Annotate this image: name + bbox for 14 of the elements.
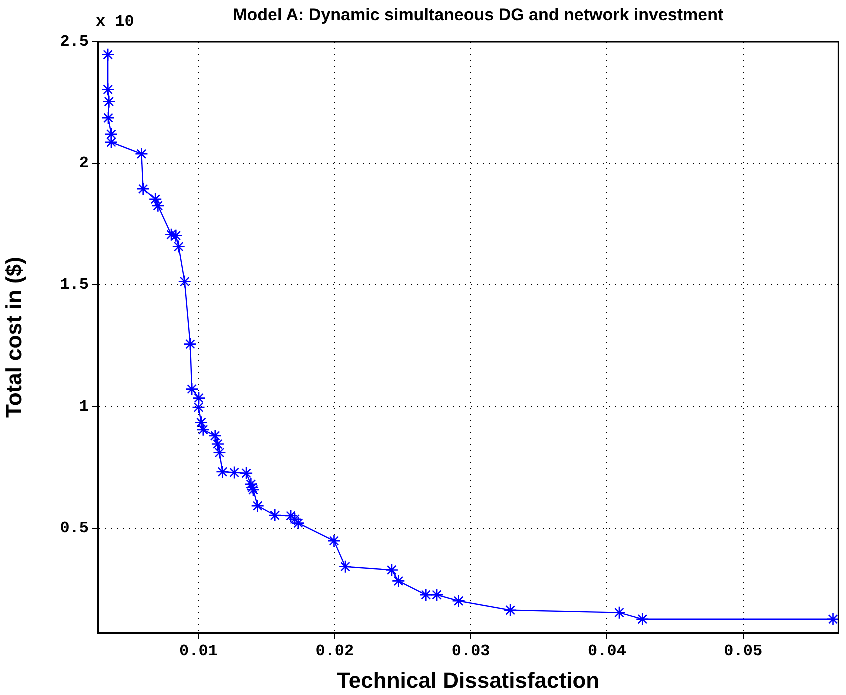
- x-tick-label: 0.01: [180, 642, 218, 661]
- x-tick-label: 0.03: [452, 642, 490, 661]
- text: x 10: [96, 13, 134, 32]
- y-tick-label: 1.5: [60, 276, 89, 294]
- y-tick-label: 0.5: [60, 519, 89, 538]
- x-axis-title: Technical Dissatisfaction: [337, 668, 600, 693]
- y-axis-title: Total cost in ($): [1, 257, 26, 418]
- y-tick-label: 1: [79, 398, 89, 416]
- y-tick-label: 2: [79, 154, 89, 173]
- x-tick-label: 0.02: [316, 642, 354, 661]
- x-tick-label: 0.04: [588, 642, 627, 661]
- x-tick-label: 0.05: [724, 642, 763, 661]
- y-tick-label: 2.5: [60, 33, 89, 52]
- chart-title: Model A: Dynamic simultaneous DG and network investment: [233, 6, 724, 25]
